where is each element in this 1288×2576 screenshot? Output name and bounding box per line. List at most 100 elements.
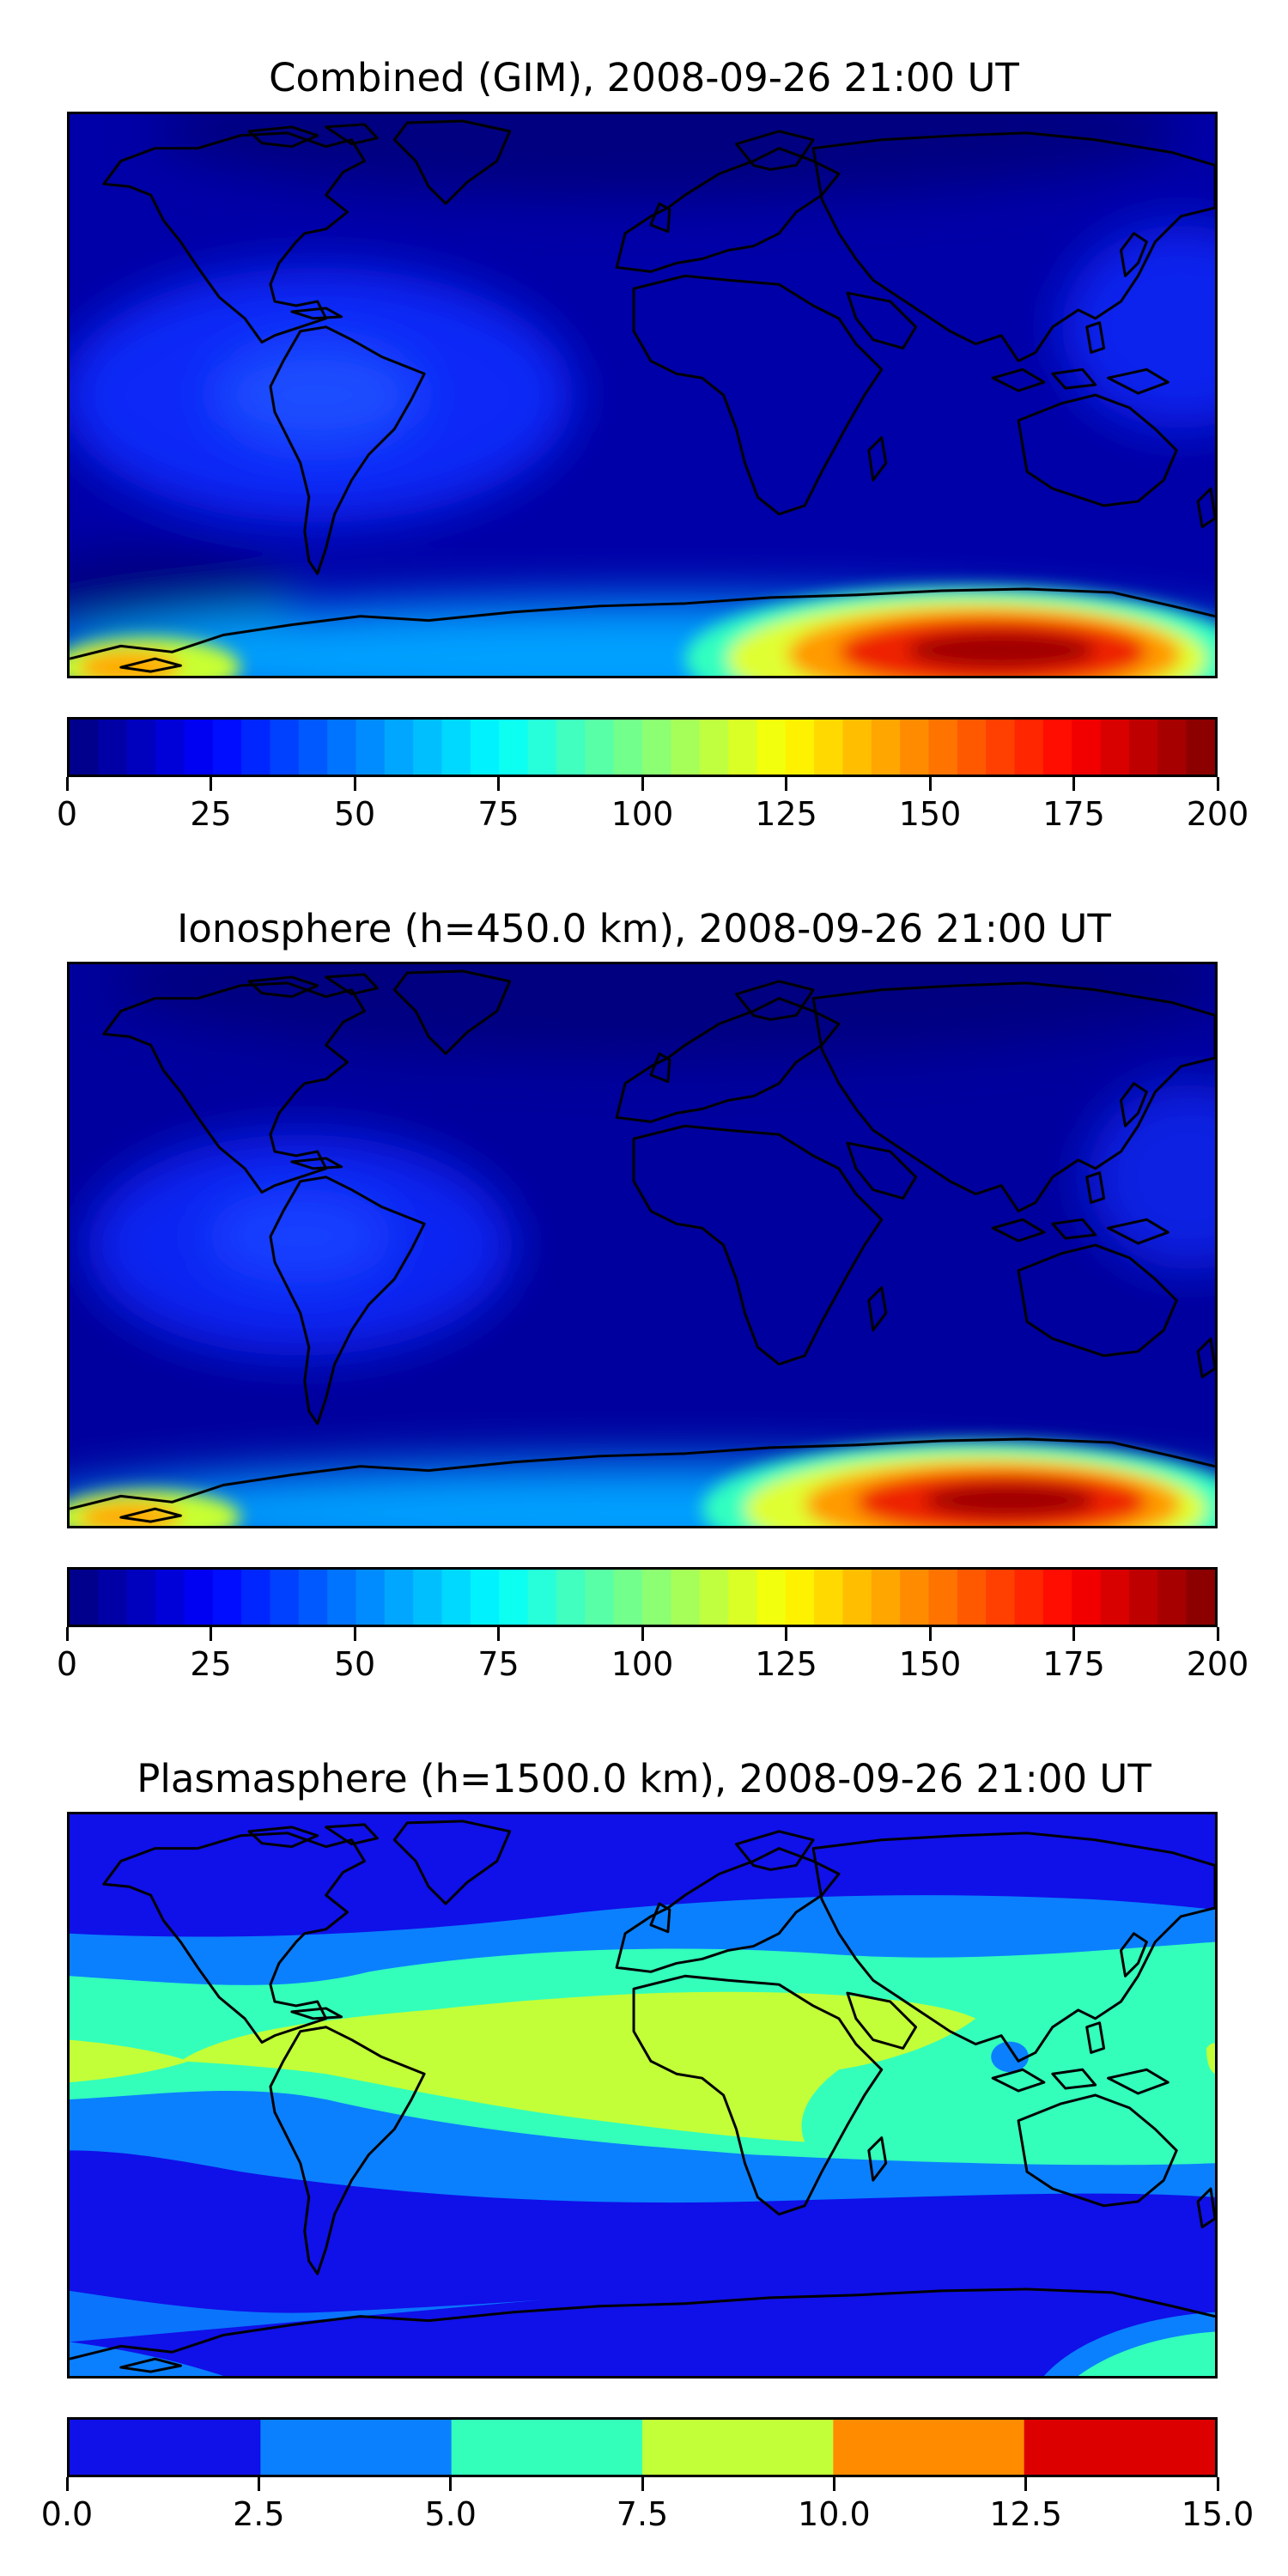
colorbar-level bbox=[699, 1570, 729, 1625]
colorbar-tick-label: 125 bbox=[755, 1645, 817, 1683]
colorbar-level bbox=[298, 1570, 328, 1625]
colorbar-tick-label: 50 bbox=[333, 1645, 376, 1683]
colorbar-level bbox=[241, 720, 271, 775]
colorbar-level bbox=[900, 1570, 930, 1625]
colorbar-level bbox=[470, 720, 500, 775]
colorbar-tick-mark bbox=[832, 2477, 835, 2491]
colorbar-level bbox=[212, 1570, 242, 1625]
colorbar-level bbox=[212, 720, 242, 775]
colorbar-tick-mark bbox=[928, 1627, 932, 1641]
colorbar-tick-label: 75 bbox=[477, 1645, 519, 1683]
colorbar-level bbox=[384, 720, 414, 775]
colorbar-tick-mark bbox=[210, 777, 212, 791]
panel-title-combined: Combined (GIM), 2008-09-26 21:00 UT bbox=[269, 55, 1019, 100]
colorbar-level bbox=[642, 720, 671, 775]
colorbar-level bbox=[900, 720, 930, 775]
colorbar-tick-label: 50 bbox=[333, 795, 376, 833]
colorbar-tick-mark bbox=[497, 777, 500, 791]
colorbar-ticks-ionosphere: 0 25 50 75 100 125 150 175 200 bbox=[57, 1627, 1249, 1683]
colorbar-ticks-combined: 0 25 50 75 100 125 150 175 200 bbox=[57, 777, 1249, 833]
colorbar-ionosphere bbox=[67, 1567, 1218, 1627]
colorbar-combined bbox=[67, 717, 1218, 777]
colorbar-level bbox=[814, 720, 844, 775]
colorbar-tick-label: 12.5 bbox=[989, 2495, 1062, 2533]
colorbar-level bbox=[585, 720, 615, 775]
colorbar-level bbox=[1186, 720, 1216, 775]
colorbar-tick-mark bbox=[1216, 777, 1219, 791]
colorbar-tick-label: 200 bbox=[1186, 1645, 1249, 1683]
colorbar-level bbox=[833, 2420, 1025, 2475]
colorbar-tick-label: 7.5 bbox=[616, 2495, 669, 2533]
colorbar-level bbox=[1072, 1570, 1102, 1625]
colorbar-level bbox=[871, 720, 901, 775]
colorbar-tick-mark bbox=[1024, 2477, 1028, 2491]
colorbar-level bbox=[671, 1570, 701, 1625]
colorbar-level bbox=[241, 1570, 271, 1625]
colorbar-tick-mark bbox=[65, 777, 69, 791]
colorbar-level bbox=[70, 1570, 99, 1625]
colorbar-level bbox=[327, 1570, 357, 1625]
colorbar-level bbox=[1128, 1570, 1158, 1625]
colorbar-level bbox=[184, 1570, 214, 1625]
colorbar-level bbox=[728, 720, 757, 775]
colorbar-level bbox=[70, 720, 99, 775]
colorbar-level bbox=[756, 1570, 787, 1625]
colorbar-level bbox=[527, 1570, 557, 1625]
colorbar-level bbox=[327, 720, 357, 775]
colorbar-level bbox=[413, 1570, 443, 1625]
colorbar-tick-label: 175 bbox=[1042, 1645, 1105, 1683]
colorbar-tick-mark bbox=[1216, 1627, 1219, 1641]
colorbar-level bbox=[785, 1570, 815, 1625]
colorbar-level bbox=[1157, 720, 1188, 775]
colorbar-level bbox=[1042, 1570, 1072, 1625]
colorbar-level bbox=[1100, 720, 1130, 775]
colorbar-level bbox=[957, 720, 987, 775]
colorbar-tick-label: 0 bbox=[56, 795, 78, 833]
colorbar-level bbox=[1128, 720, 1158, 775]
map-ionosphere bbox=[67, 962, 1218, 1528]
colorbar-level bbox=[756, 720, 787, 775]
colorbar-tick-label: 25 bbox=[190, 1645, 232, 1683]
colorbar-level bbox=[613, 720, 643, 775]
colorbar-level bbox=[1024, 2420, 1216, 2475]
colorbar-level bbox=[671, 720, 701, 775]
colorbar-tick-mark bbox=[257, 2477, 260, 2491]
colorbar-ticks-plasmasphere: 0.0 2.5 5.0 7.5 10.0 12.5 15.0 bbox=[41, 2477, 1254, 2533]
colorbar-tick-label: 25 bbox=[190, 795, 232, 833]
colorbar-tick-mark bbox=[353, 777, 356, 791]
colorbar-level bbox=[928, 1570, 958, 1625]
colorbar-tick-label: 100 bbox=[611, 795, 674, 833]
colorbar-level bbox=[728, 1570, 757, 1625]
colorbar-tick-mark bbox=[1216, 2477, 1219, 2491]
colorbar-level bbox=[585, 1570, 615, 1625]
colorbar-level bbox=[499, 720, 529, 775]
colorbar-level bbox=[1014, 1570, 1044, 1625]
colorbar-tick-mark bbox=[497, 1627, 500, 1641]
colorbar-level bbox=[613, 1570, 643, 1625]
colorbar-tick-label: 125 bbox=[755, 795, 817, 833]
colorbar-level bbox=[1072, 720, 1102, 775]
colorbar-level bbox=[260, 2420, 453, 2475]
colorbar-tick-mark bbox=[641, 1627, 644, 1641]
colorbar-tick-mark bbox=[210, 1627, 212, 1641]
colorbar-level bbox=[98, 720, 128, 775]
colorbar-level bbox=[699, 720, 729, 775]
colorbar-level bbox=[155, 720, 185, 775]
colorbar-level bbox=[642, 2420, 834, 2475]
colorbar-level bbox=[441, 720, 471, 775]
colorbar-tick-label: 10.0 bbox=[798, 2495, 871, 2533]
colorbar-tick-mark bbox=[1072, 1627, 1075, 1641]
colorbar-level bbox=[184, 720, 214, 775]
colorbar-level bbox=[842, 1570, 872, 1625]
colorbar-tick-mark bbox=[785, 777, 787, 791]
colorbar-tick-mark bbox=[353, 1627, 356, 1641]
colorbar-tick-mark bbox=[65, 1627, 69, 1641]
colorbar-level bbox=[413, 720, 443, 775]
colorbar-tick-mark bbox=[641, 2477, 644, 2491]
colorbar-level bbox=[527, 720, 557, 775]
colorbar-level bbox=[384, 1570, 414, 1625]
colorbar-level bbox=[556, 1570, 586, 1625]
colorbar-level bbox=[298, 720, 328, 775]
colorbar-level bbox=[785, 720, 815, 775]
colorbar-level bbox=[155, 1570, 185, 1625]
